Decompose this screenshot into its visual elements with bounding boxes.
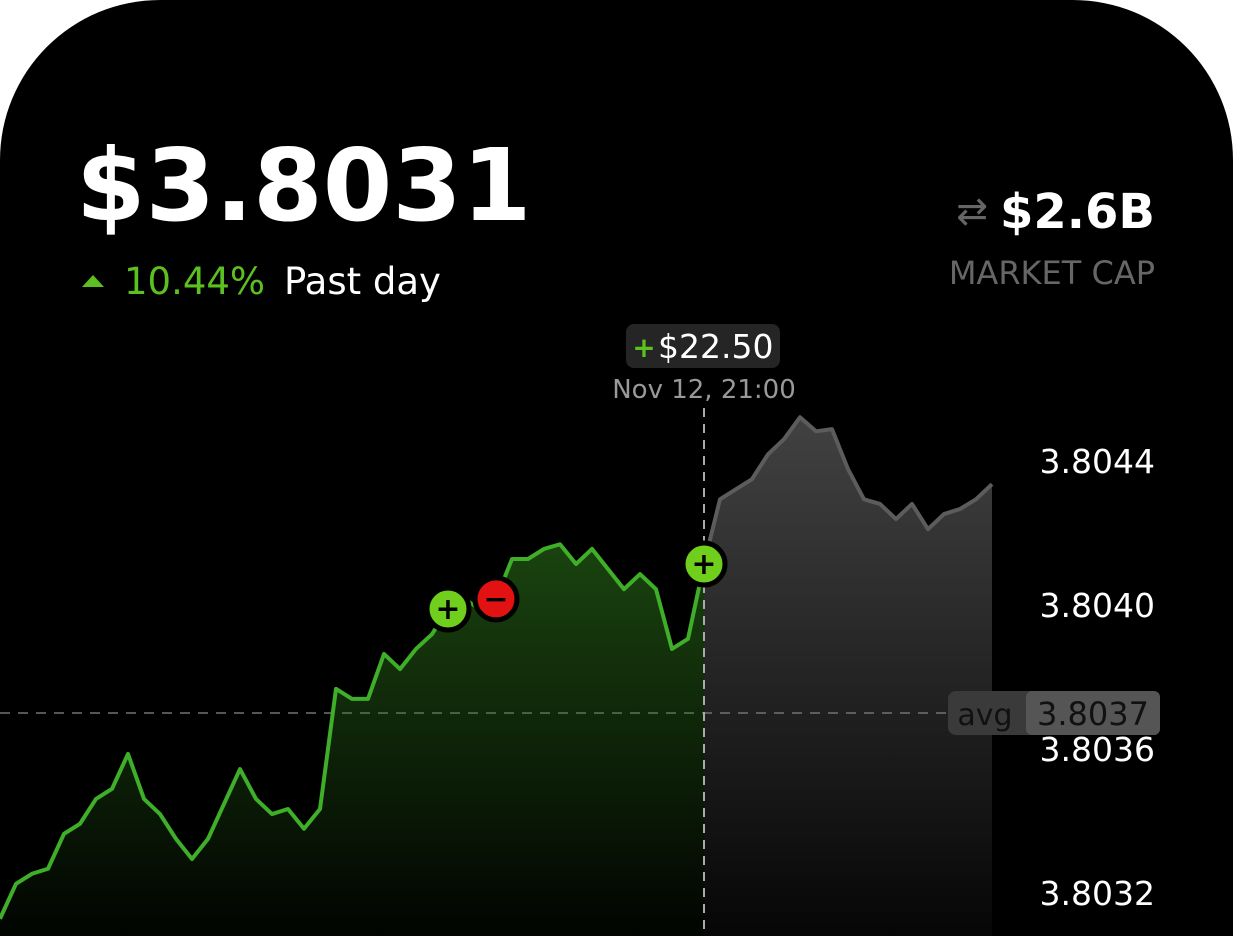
swap-icon: ⇄: [956, 189, 988, 233]
y-tick-label: 3.8044: [1040, 442, 1155, 481]
event-label: +: [435, 592, 460, 627]
y-tick-label: 3.8036: [1040, 730, 1155, 769]
avg-value-box: [1026, 690, 1160, 735]
y-tick-label: 3.8040: [1040, 586, 1155, 625]
crosshair-change: $22.50: [658, 327, 773, 366]
market-cap-label: MARKET CAP: [949, 254, 1155, 292]
price-area: [0, 544, 704, 936]
y-tick-label: 3.8032: [1040, 874, 1155, 913]
future-area: [704, 417, 992, 936]
change: 10.44%: [124, 260, 265, 303]
price: $3.8031: [76, 127, 531, 244]
event-label: −: [483, 582, 508, 617]
avg-label: avg: [957, 698, 1012, 733]
period: Past day: [284, 260, 441, 303]
avg-value: 3.8037: [1037, 695, 1149, 733]
crosshair-sign: +: [632, 331, 655, 364]
event-marker: [472, 575, 520, 623]
price-line: [0, 542, 706, 920]
crosshair-date: Nov 12, 21:00: [612, 375, 796, 405]
up-arrow: [82, 275, 104, 287]
event-label: +: [691, 547, 716, 582]
event-marker: [424, 585, 472, 633]
market-cap: $2.6B: [1000, 184, 1155, 240]
future-line: [702, 415, 994, 565]
crosshair-badge: [626, 324, 780, 368]
event-marker: [680, 540, 728, 588]
